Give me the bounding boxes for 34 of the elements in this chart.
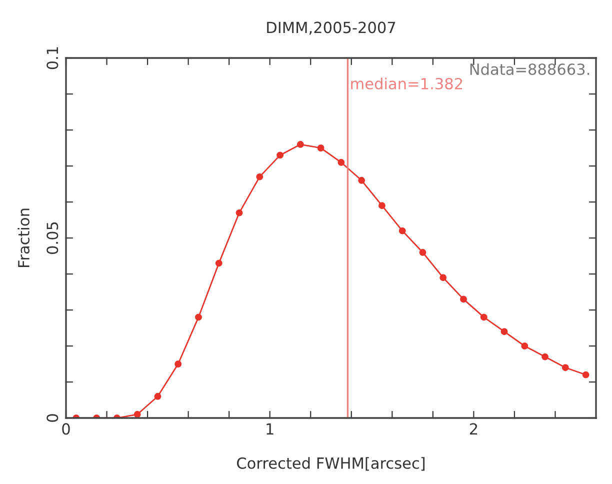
y-tick-label: 0.05 — [46, 222, 58, 254]
point — [521, 342, 528, 350]
point — [398, 227, 406, 234]
y-tick-label: 0.1 — [46, 47, 58, 70]
point — [195, 314, 202, 321]
point — [460, 296, 467, 303]
point — [317, 144, 324, 152]
point — [276, 152, 284, 159]
x-axis-title: Corrected FWHM[arcsec] — [237, 457, 425, 471]
point — [215, 260, 222, 267]
point — [134, 410, 141, 418]
point — [296, 140, 304, 148]
x-tick-label: 1 — [266, 423, 274, 434]
x-tick-label: 0 — [62, 423, 70, 435]
point — [236, 209, 243, 216]
point — [378, 202, 386, 210]
point — [154, 392, 162, 400]
point — [440, 274, 447, 282]
y-tick-label: 0 — [46, 414, 58, 422]
x-tick-label: 2 — [470, 423, 478, 434]
point — [582, 371, 590, 378]
point — [480, 314, 488, 321]
point — [174, 360, 182, 368]
annotation: Ndata=888663. — [470, 63, 590, 76]
y-axis-title: Fraction — [18, 208, 30, 267]
point — [338, 158, 345, 166]
point — [500, 328, 508, 336]
point — [256, 173, 264, 180]
point — [562, 364, 569, 372]
chart-title: DIMM,2005-2007 — [267, 22, 396, 35]
point — [542, 353, 549, 360]
point — [358, 176, 366, 184]
ref-line-label: median=1.382 — [351, 78, 462, 90]
point — [419, 248, 426, 256]
